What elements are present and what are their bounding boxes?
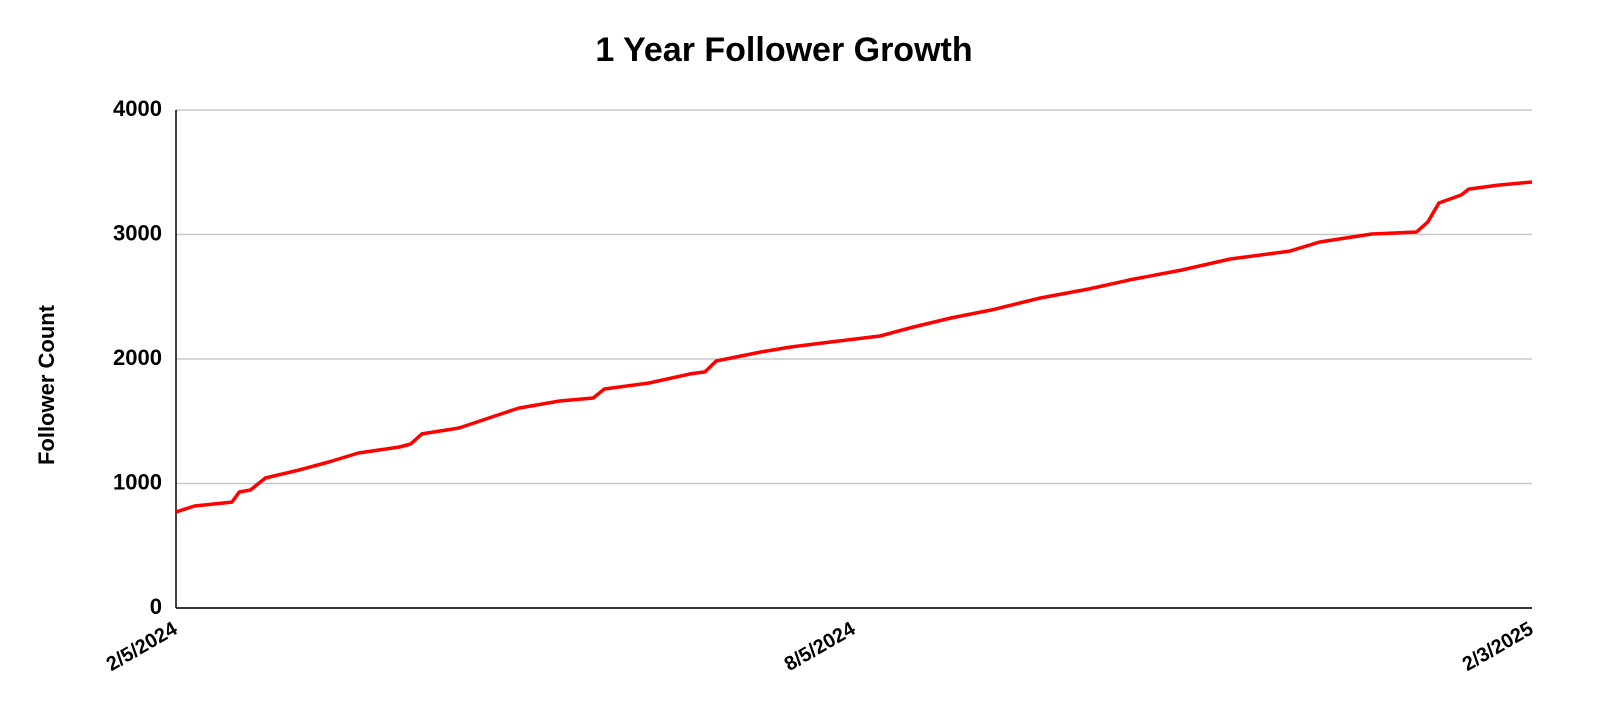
chart-title: 1 Year Follower Growth — [595, 31, 972, 69]
y-tick-label: 4000 — [113, 96, 162, 121]
y-tick-label: 0 — [150, 594, 162, 619]
y-axis-label: Follower Count — [34, 304, 59, 465]
y-tick-label: 2000 — [113, 345, 162, 370]
x-tick-label: 8/5/2024 — [781, 617, 860, 675]
y-tick-label: 1000 — [113, 469, 162, 494]
x-tick-label: 2/5/2024 — [103, 617, 182, 675]
x-tick-label: 2/3/2025 — [1459, 618, 1537, 676]
y-tick-label: 3000 — [113, 220, 162, 245]
data-line — [175, 180, 1533, 514]
